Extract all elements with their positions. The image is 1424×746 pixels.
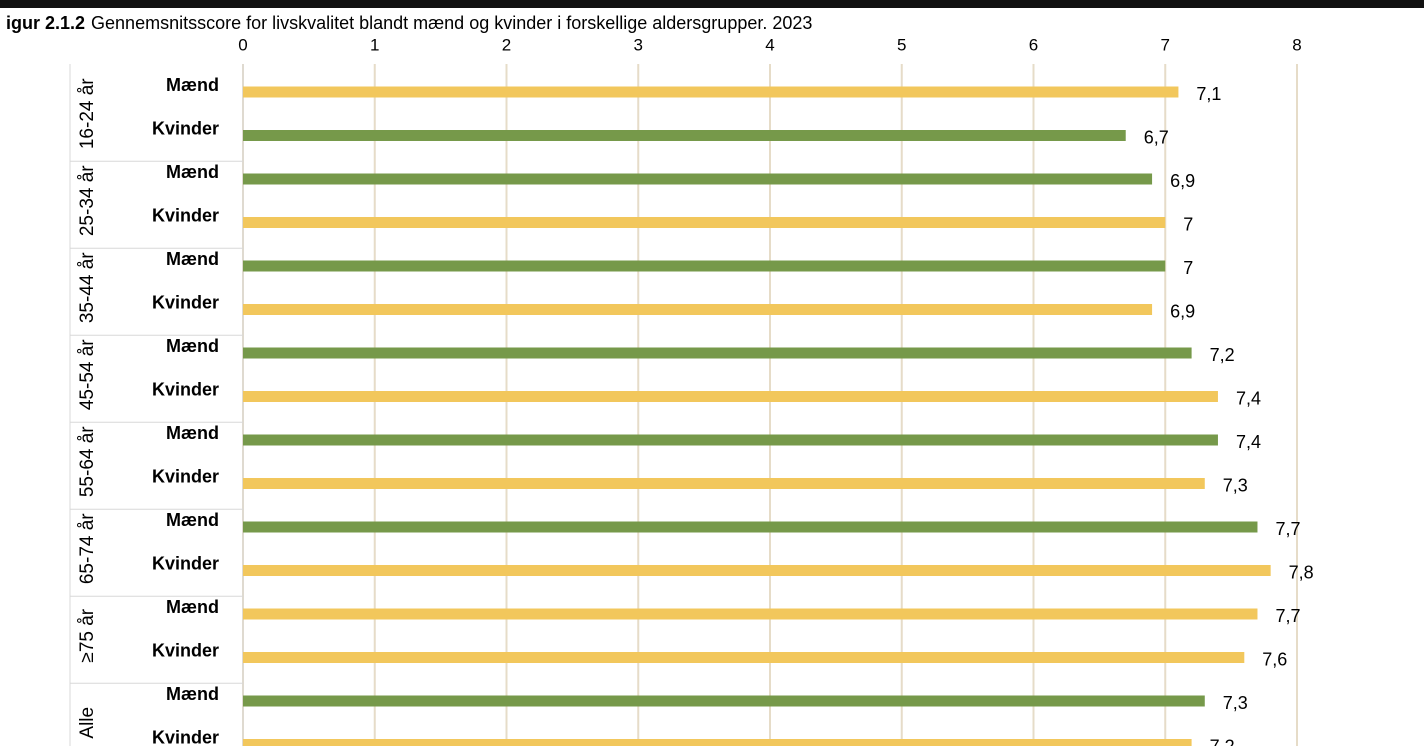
x-tick-label: 0 xyxy=(238,35,247,54)
value-label: 7,4 xyxy=(1236,432,1261,452)
group-label: 35-44 år xyxy=(77,252,98,323)
category-label: Mænd xyxy=(166,249,219,269)
bar xyxy=(243,434,1218,446)
value-label: 7,1 xyxy=(1196,84,1221,104)
group-label: ≥75 år xyxy=(77,608,98,662)
bar xyxy=(243,173,1153,185)
bar xyxy=(243,130,1126,141)
value-label: 7,7 xyxy=(1275,606,1300,626)
value-label: 7,6 xyxy=(1262,649,1287,669)
bar xyxy=(243,652,1245,663)
bar xyxy=(243,521,1258,533)
group-label: 45-54 år xyxy=(77,339,98,410)
category-label: Kvinder xyxy=(152,640,219,660)
value-label: 7,2 xyxy=(1210,345,1235,365)
bar xyxy=(243,347,1192,359)
bar xyxy=(243,217,1166,228)
category-label: Kvinder xyxy=(152,205,219,225)
category-label: Kvinder xyxy=(152,553,219,573)
x-tick-label: 1 xyxy=(370,35,379,54)
x-tick-label: 7 xyxy=(1161,35,1170,54)
chart-title: igur 2.1.2 Gennemsnitsscore for livskvali… xyxy=(6,13,812,33)
title-text: Gennemsnitsscore for livskvalitet blandt… xyxy=(91,13,812,33)
category-label: Kvinder xyxy=(152,292,219,312)
title-prefix: igur 2.1.2 xyxy=(6,13,85,33)
group-label: 25-34 år xyxy=(77,165,98,236)
value-label: 7,7 xyxy=(1275,519,1300,539)
x-tick-label: 3 xyxy=(634,35,643,54)
x-tick-label: 2 xyxy=(502,35,511,54)
bar xyxy=(243,304,1153,315)
x-tick-label: 6 xyxy=(1029,35,1038,54)
bar xyxy=(243,739,1192,746)
x-tick-label: 8 xyxy=(1292,35,1301,54)
category-label: Mænd xyxy=(166,336,219,356)
bar xyxy=(243,608,1258,620)
value-label: 7 xyxy=(1183,258,1193,278)
value-label: 7,8 xyxy=(1289,562,1314,582)
x-tick-label: 5 xyxy=(897,35,906,54)
value-label: 6,7 xyxy=(1144,127,1169,147)
category-label: Mænd xyxy=(166,162,219,182)
category-label: Kvinder xyxy=(152,466,219,486)
bar xyxy=(243,695,1205,707)
bar xyxy=(243,391,1218,402)
value-label: 7 xyxy=(1183,214,1193,234)
value-label: 7,2 xyxy=(1210,736,1235,746)
value-label: 6,9 xyxy=(1170,171,1195,191)
category-label: Kvinder xyxy=(152,727,219,746)
group-label: Alle xyxy=(77,707,98,739)
bar xyxy=(243,86,1179,98)
bar xyxy=(243,565,1271,576)
value-label: 7,3 xyxy=(1223,475,1248,495)
bar xyxy=(243,478,1205,489)
group-label: 55-64 år xyxy=(77,426,98,497)
group-label: 65-74 år xyxy=(77,513,98,584)
category-label: Mænd xyxy=(166,423,219,443)
category-label: Mænd xyxy=(166,684,219,704)
x-tick-label: 4 xyxy=(765,35,774,54)
category-label: Mænd xyxy=(166,75,219,95)
category-label: Mænd xyxy=(166,510,219,530)
group-label: 16-24 år xyxy=(77,78,98,149)
category-label: Kvinder xyxy=(152,118,219,138)
value-label: 6,9 xyxy=(1170,301,1195,321)
top-edge xyxy=(0,0,1424,8)
category-label: Kvinder xyxy=(152,379,219,399)
category-label: Mænd xyxy=(166,597,219,617)
bar xyxy=(243,260,1166,272)
value-label: 7,4 xyxy=(1236,388,1261,408)
value-label: 7,3 xyxy=(1223,693,1248,713)
